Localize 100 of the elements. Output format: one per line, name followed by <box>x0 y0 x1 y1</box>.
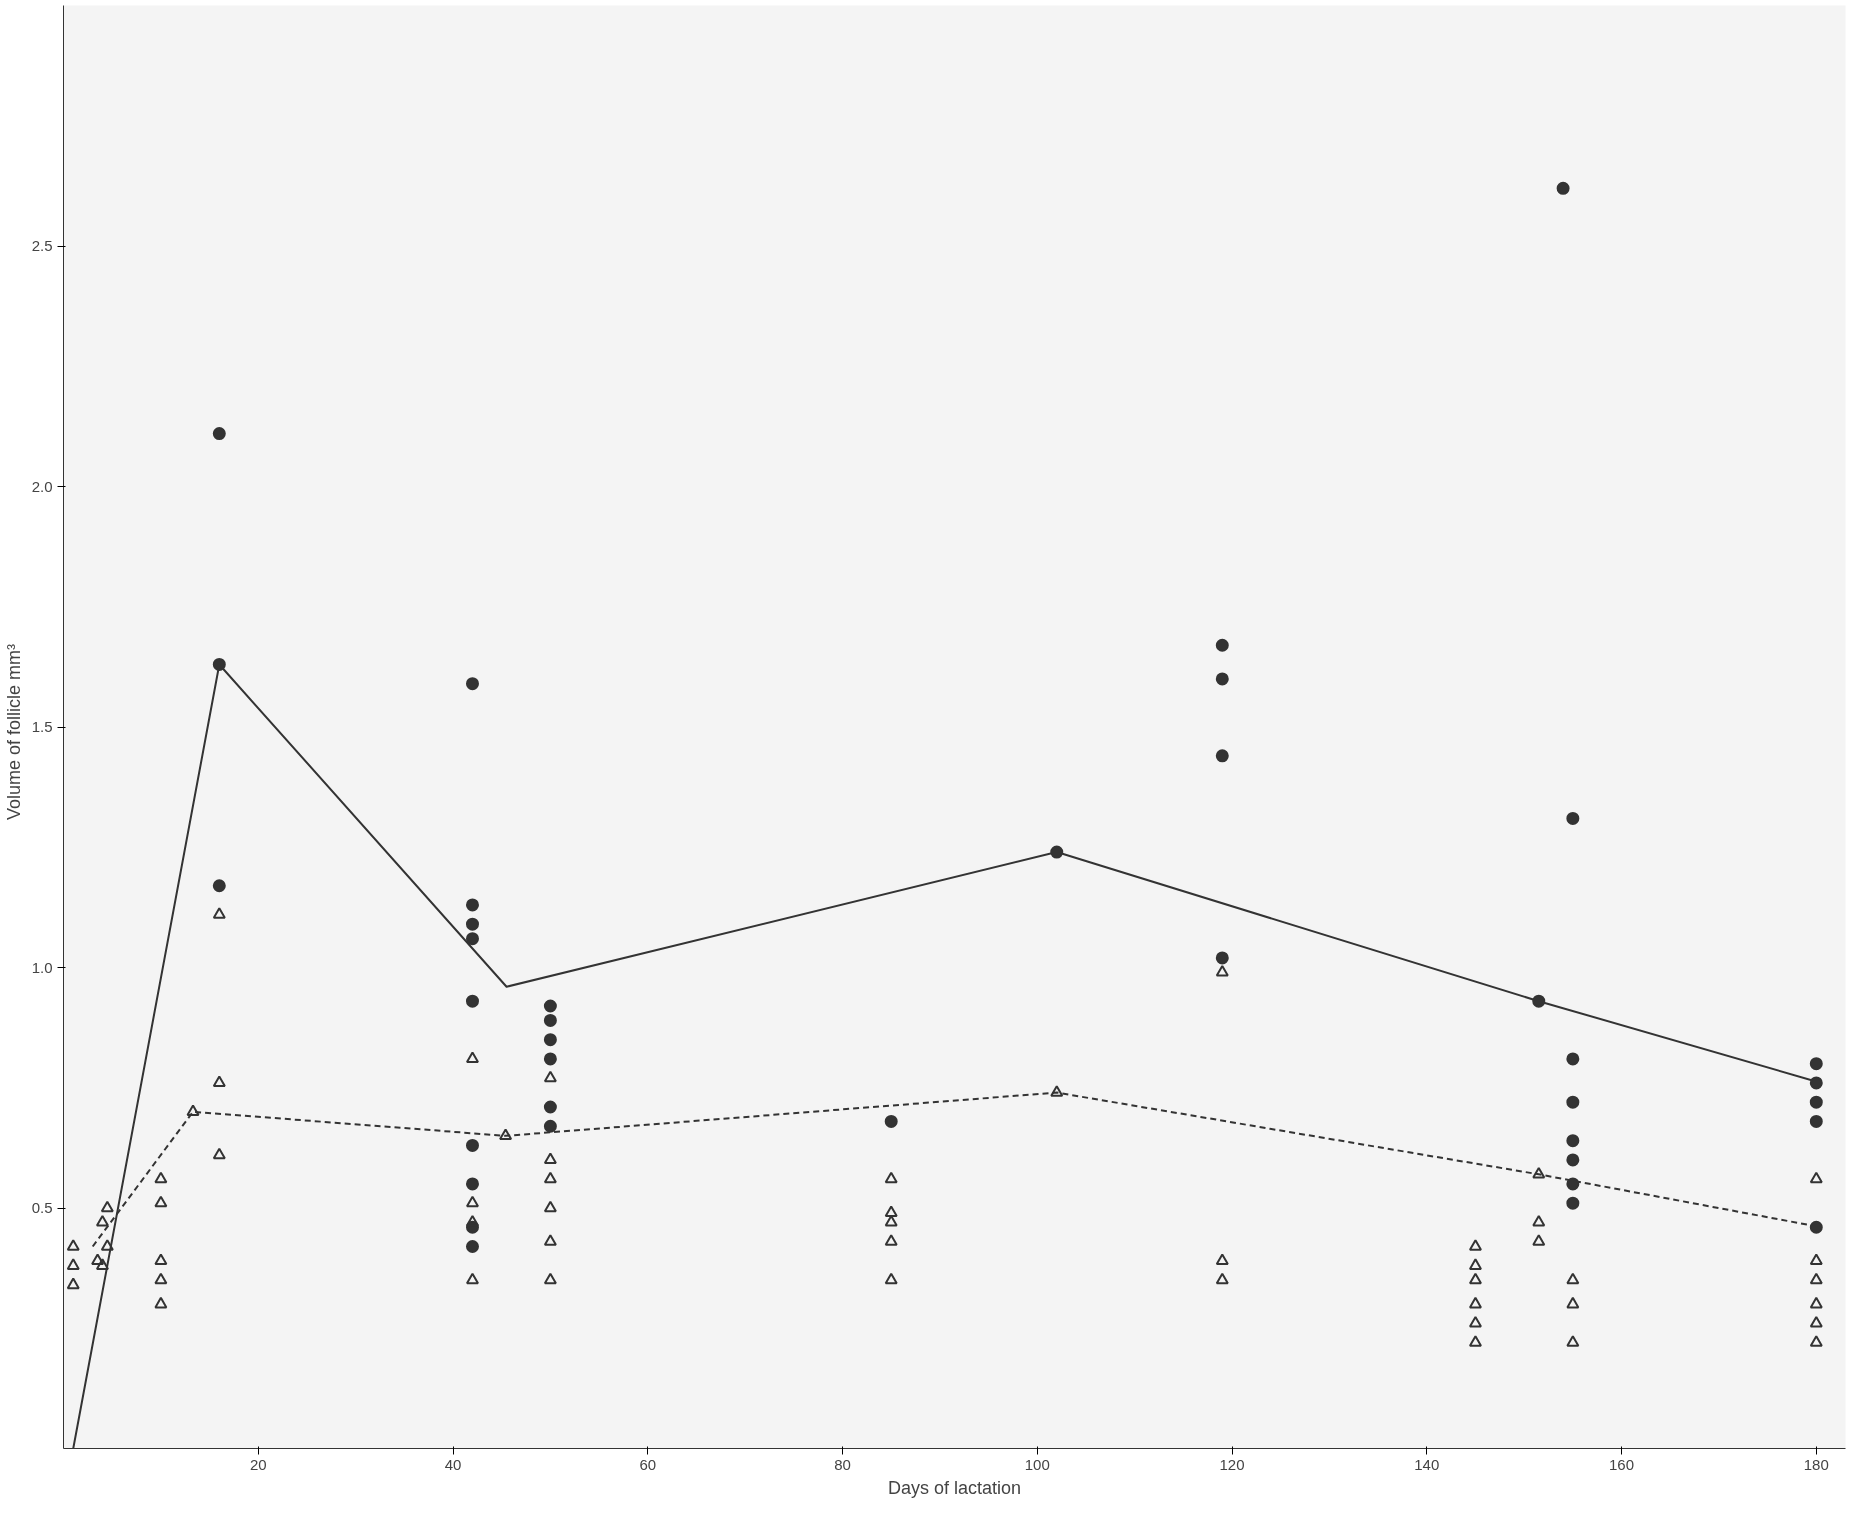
x-tick-label: 160 <box>1609 1455 1635 1473</box>
point <box>543 999 557 1013</box>
point <box>154 1296 168 1309</box>
point <box>1809 1316 1823 1328</box>
point <box>1468 1335 1482 1347</box>
point <box>1809 1335 1823 1347</box>
point <box>465 932 479 946</box>
point <box>1215 1253 1229 1266</box>
point <box>66 1239 80 1251</box>
point <box>186 1104 200 1116</box>
point <box>465 917 479 931</box>
point <box>465 1195 479 1208</box>
y-axis-title: Volume of follicle mm³ <box>3 643 24 821</box>
point <box>1809 1057 1823 1071</box>
point <box>1809 1114 1823 1128</box>
point <box>1566 1095 1580 1109</box>
point <box>543 1200 557 1213</box>
point <box>91 1253 105 1266</box>
point <box>1809 1253 1823 1266</box>
point <box>884 1114 898 1128</box>
point <box>1566 1153 1580 1167</box>
x-axis-title: Days of lactation <box>887 1477 1022 1498</box>
point <box>543 1272 557 1285</box>
point <box>543 1100 557 1114</box>
point <box>1215 638 1229 652</box>
point <box>100 1200 114 1213</box>
y-tick-label: 1.0 <box>31 958 53 976</box>
point <box>1809 1220 1823 1234</box>
point <box>1556 181 1570 195</box>
point <box>465 1215 479 1227</box>
point <box>543 1033 557 1047</box>
point <box>465 1051 479 1064</box>
x-tick-label: 100 <box>1024 1455 1050 1473</box>
point <box>465 677 479 691</box>
point <box>212 657 226 671</box>
point <box>100 1239 114 1251</box>
point <box>1809 1296 1823 1309</box>
point <box>1566 1196 1580 1210</box>
point <box>1468 1296 1482 1309</box>
point <box>212 1075 226 1088</box>
point <box>1215 1272 1229 1285</box>
x-tick-label: 80 <box>834 1455 851 1473</box>
point <box>1468 1272 1482 1285</box>
y-tick-label: 0.5 <box>31 1199 53 1216</box>
point <box>543 1013 557 1027</box>
point <box>1215 672 1229 686</box>
point <box>884 1272 898 1285</box>
x-tick-label: 180 <box>1803 1455 1829 1473</box>
x-tick-label: 40 <box>444 1455 462 1473</box>
point <box>465 994 479 1008</box>
point <box>1468 1239 1482 1251</box>
point <box>1566 1134 1580 1148</box>
point <box>1468 1316 1482 1328</box>
point <box>1050 845 1064 859</box>
point <box>465 1177 479 1191</box>
x-tick-label: 140 <box>1414 1455 1440 1473</box>
point <box>1566 811 1580 825</box>
point <box>212 907 226 919</box>
y-tick-label: 2.0 <box>31 477 53 495</box>
point <box>543 1052 557 1066</box>
point <box>1532 1166 1546 1179</box>
point <box>212 879 226 893</box>
point <box>465 1239 479 1253</box>
point <box>1468 1258 1482 1270</box>
point <box>499 1128 513 1141</box>
point <box>1566 1177 1580 1191</box>
point <box>1532 1215 1546 1227</box>
point <box>212 427 226 441</box>
point <box>1809 1076 1823 1090</box>
point <box>154 1272 168 1285</box>
point <box>212 1147 226 1160</box>
point <box>543 1171 557 1184</box>
point <box>543 1152 557 1165</box>
point <box>1809 1171 1823 1184</box>
point <box>1532 994 1546 1008</box>
point <box>95 1258 109 1270</box>
point <box>884 1215 898 1227</box>
point <box>543 1070 557 1083</box>
point <box>1809 1095 1823 1109</box>
point <box>465 1138 479 1152</box>
point <box>543 1234 557 1246</box>
point <box>1215 951 1229 965</box>
point <box>154 1195 168 1208</box>
point <box>1566 1272 1580 1285</box>
point <box>1215 964 1229 977</box>
point <box>1566 1335 1580 1347</box>
point <box>884 1205 898 1217</box>
point <box>1809 1272 1823 1285</box>
x-tick-label: 20 <box>249 1455 267 1473</box>
point <box>1050 1085 1064 1097</box>
point <box>543 1119 557 1133</box>
point <box>1566 1296 1580 1309</box>
point <box>95 1215 109 1227</box>
x-tick-label: 120 <box>1219 1455 1245 1473</box>
point <box>465 1272 479 1285</box>
point <box>154 1253 168 1266</box>
point <box>1566 1052 1580 1066</box>
y-tick-label: 1.5 <box>31 718 53 735</box>
point <box>1532 1234 1546 1246</box>
point <box>66 1277 80 1290</box>
